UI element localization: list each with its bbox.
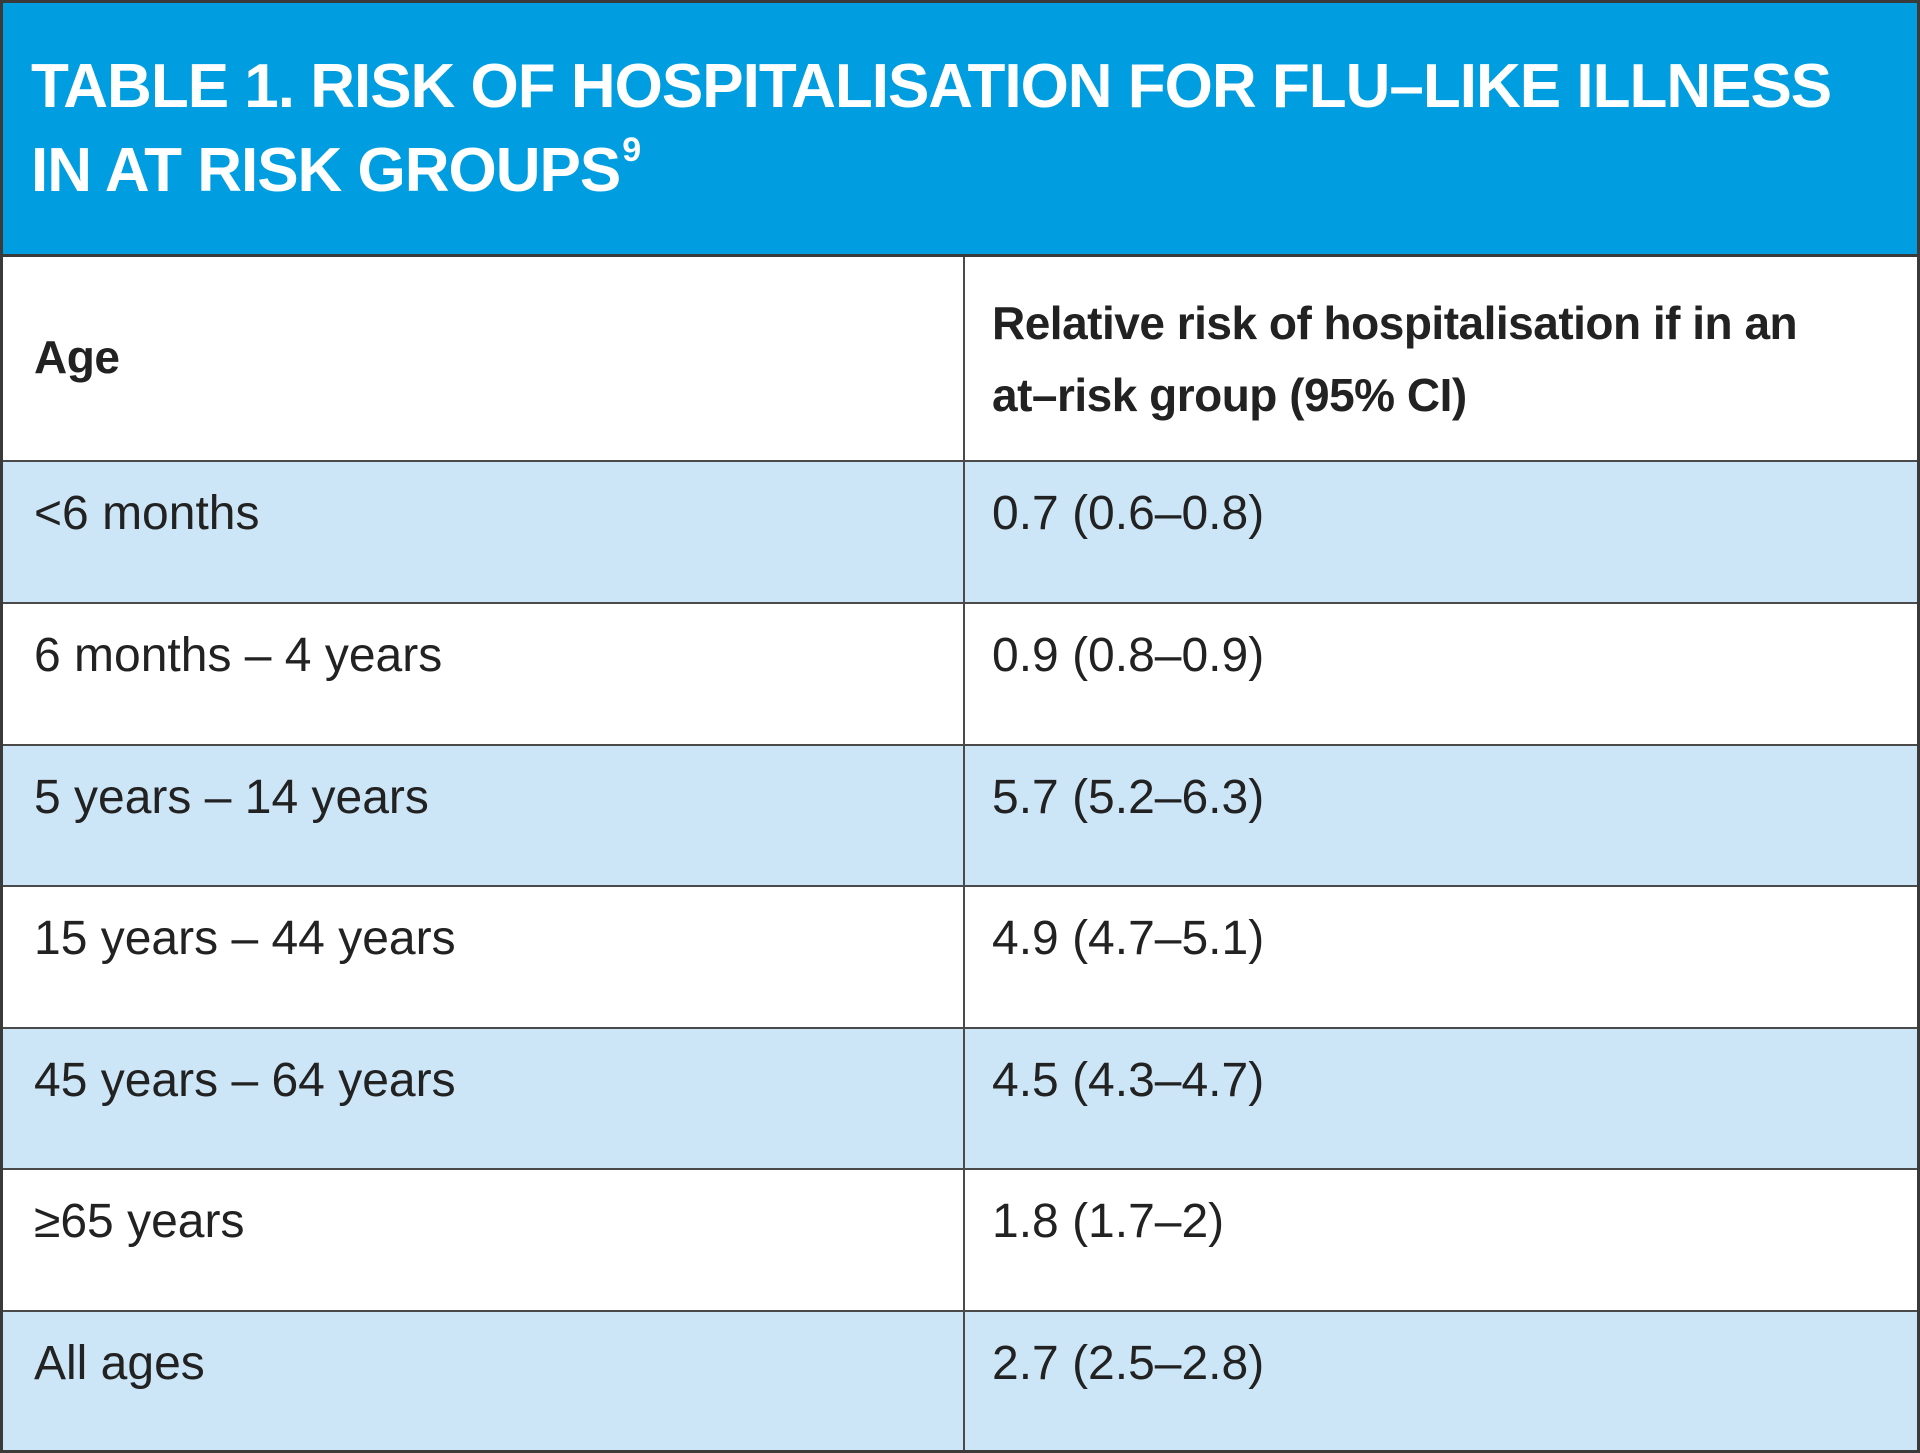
risk-value: 1.8 (1.7–2) (992, 1195, 1225, 1248)
risk-cell: 0.9 (0.8–0.9) (963, 604, 1917, 744)
header-cell-age: Age (3, 257, 963, 460)
header-cell-relative-risk: Relative risk of hospitalisation if in a… (963, 257, 1917, 460)
table-title: TABLE 1. RISK OF HOSPITALISATION FOR FLU… (31, 45, 1891, 213)
age-value: <6 months (34, 487, 260, 540)
age-cell: 45 years – 64 years (3, 1029, 963, 1168)
risk-value: 0.7 (0.6–0.8) (992, 487, 1265, 540)
risk-value: 5.7 (5.2–6.3) (992, 771, 1265, 824)
risk-cell: 4.9 (4.7–5.1) (963, 887, 1917, 1027)
risk-cell: 1.8 (1.7–2) (963, 1170, 1917, 1310)
table-row: All ages 2.7 (2.5–2.8) (3, 1312, 1917, 1450)
age-cell: All ages (3, 1312, 963, 1450)
age-value: 5 years – 14 years (34, 771, 429, 824)
table-row: ≥65 years 1.8 (1.7–2) (3, 1170, 1917, 1312)
table-row: 15 years – 44 years 4.9 (4.7–5.1) (3, 887, 1917, 1029)
title-footnote-ref: 9 (622, 131, 641, 169)
risk-cell: 0.7 (0.6–0.8) (963, 462, 1917, 602)
age-value: 45 years – 64 years (34, 1054, 456, 1107)
age-value: 6 months – 4 years (34, 629, 443, 682)
header-age-label: Age (34, 331, 120, 383)
risk-value: 4.9 (4.7–5.1) (992, 912, 1265, 965)
table-row: 6 months – 4 years 0.9 (0.8–0.9) (3, 604, 1917, 746)
age-cell: 6 months – 4 years (3, 604, 963, 744)
risk-cell: 5.7 (5.2–6.3) (963, 746, 1917, 885)
table-row: 5 years – 14 years 5.7 (5.2–6.3) (3, 746, 1917, 887)
table-header-row: Age Relative risk of hospitalisation if … (3, 257, 1917, 462)
risk-cell: 2.7 (2.5–2.8) (963, 1312, 1917, 1450)
age-cell: 15 years – 44 years (3, 887, 963, 1027)
age-cell: 5 years – 14 years (3, 746, 963, 885)
age-cell: ≥65 years (3, 1170, 963, 1310)
table-row: <6 months 0.7 (0.6–0.8) (3, 462, 1917, 604)
risk-value: 0.9 (0.8–0.9) (992, 629, 1265, 682)
age-value: ≥65 years (34, 1195, 245, 1248)
age-value: 15 years – 44 years (34, 912, 456, 965)
table-title-bar: TABLE 1. RISK OF HOSPITALISATION FOR FLU… (3, 3, 1917, 257)
table-row: 45 years – 64 years 4.5 (4.3–4.7) (3, 1029, 1917, 1170)
age-value: All ages (34, 1337, 205, 1390)
age-cell: <6 months (3, 462, 963, 602)
risk-value: 2.7 (2.5–2.8) (992, 1337, 1265, 1390)
risk-cell: 4.5 (4.3–4.7) (963, 1029, 1917, 1168)
risk-value: 4.5 (4.3–4.7) (992, 1054, 1265, 1107)
header-relative-risk-label: Relative risk of hospitalisation if in a… (992, 297, 1798, 421)
table-title-text: TABLE 1. RISK OF HOSPITALISATION FOR FLU… (31, 52, 1832, 205)
